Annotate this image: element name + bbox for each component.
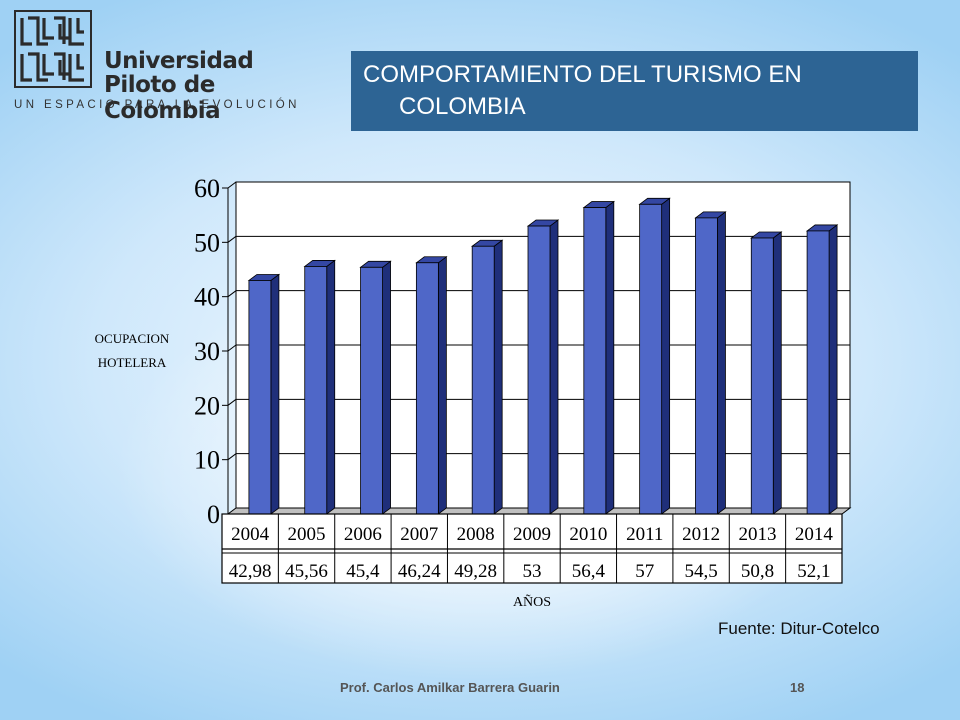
bar — [750, 237, 774, 515]
gridline-depth — [227, 235, 237, 243]
bar-side — [828, 224, 838, 515]
bar-side — [493, 239, 503, 515]
data-value-label: 57 — [635, 561, 654, 582]
data-value-label: 56,4 — [572, 561, 606, 582]
y-tick-label: 10 — [194, 446, 220, 475]
x-category-label: 2011 — [626, 524, 663, 545]
bar-side — [549, 219, 559, 515]
slide-title-line2: COLOMBIA — [399, 93, 526, 120]
x-category-label: 2010 — [569, 524, 607, 545]
x-category-label: 2007 — [400, 524, 438, 545]
bar-side — [772, 231, 782, 515]
bar — [639, 203, 663, 515]
page-number: 18 — [790, 680, 805, 695]
x-category-label: 2005 — [288, 524, 326, 545]
bar-side — [326, 259, 336, 515]
gridline-depth — [227, 344, 237, 352]
x-category-label: 2013 — [738, 524, 776, 545]
footer-author: Prof. Carlos Amilkar Barrera Guarin — [340, 680, 560, 695]
y-axis-title: HOTELERA — [98, 355, 167, 370]
y-tick-label: 40 — [194, 283, 220, 312]
x-category-label: 2004 — [231, 524, 270, 545]
data-value-label: 49,28 — [454, 561, 497, 582]
gridline-depth — [227, 453, 237, 461]
bar-side — [270, 273, 280, 515]
bar — [415, 262, 439, 515]
bar — [360, 266, 383, 515]
data-value-label: 42,98 — [229, 561, 272, 582]
bar-side — [437, 255, 447, 515]
university-tagline: UN ESPACIO PARA LA EVOLUCIÓN — [14, 99, 300, 111]
bar — [304, 266, 328, 515]
university-name-line2: Piloto de Colombia — [104, 72, 221, 124]
y-tick-label: 30 — [194, 337, 220, 366]
y-tick-label: 60 — [194, 174, 220, 203]
data-value-label: 45,56 — [285, 561, 328, 582]
bar — [248, 280, 272, 515]
gridline-depth — [227, 398, 237, 406]
y-axis-title: OCUPACION — [95, 331, 170, 346]
x-category-label: 2009 — [513, 524, 551, 545]
y-tick-label: 20 — [194, 391, 220, 420]
data-value-label: 50,8 — [741, 561, 774, 582]
y-tick-label: 50 — [194, 228, 220, 257]
bar-side — [382, 260, 391, 515]
bar — [583, 207, 607, 515]
gridline-depth — [227, 290, 237, 298]
slide-title: COMPORTAMIENTO DEL TURISMO EN COLOMBIA — [351, 51, 918, 131]
bar-side — [605, 200, 615, 515]
x-category-label: 2008 — [457, 524, 495, 545]
university-logo: Universidad Piloto de Colombia UN ESPACI… — [14, 10, 314, 124]
bar — [695, 217, 718, 515]
data-value-label: 54,5 — [684, 561, 717, 582]
bar — [527, 225, 551, 515]
data-value-label: 53 — [523, 561, 542, 582]
data-value-label: 52,1 — [797, 561, 830, 582]
bar-side — [717, 211, 726, 515]
x-category-label: 2012 — [682, 524, 720, 545]
data-value-label: 46,24 — [398, 561, 441, 582]
source-note: Fuente: Ditur-Cotelco — [718, 619, 880, 638]
university-emblem-icon — [14, 10, 92, 88]
gridline-depth — [227, 181, 237, 189]
x-axis-title: AÑOS — [513, 594, 551, 610]
x-category-label: 2006 — [344, 524, 382, 545]
y-tick-label: 0 — [207, 500, 220, 529]
data-value-label: 45,4 — [346, 561, 380, 582]
slide-title-line1: COMPORTAMIENTO DEL TURISMO EN — [363, 61, 802, 88]
bar — [806, 230, 830, 515]
bar-side — [661, 197, 671, 515]
x-category-label: 2014 — [795, 524, 834, 545]
bar — [471, 245, 495, 515]
university-name-line1: Universidad — [104, 48, 254, 74]
